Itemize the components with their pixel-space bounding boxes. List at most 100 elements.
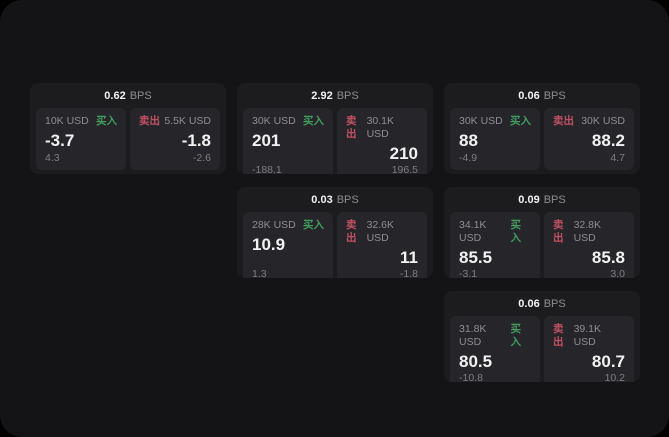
sell-value: -1.8	[181, 131, 211, 150]
buy-panel-top: 31.8K USD 买入	[459, 323, 531, 349]
buy-panel-top: 30K USD 买入	[459, 115, 531, 128]
buy-panel-top: 34.1K USD 买入	[459, 219, 531, 245]
card-body: 10K USD 买入 -3.7 4.3 卖出 5.5K USD -1.8 -2.…	[30, 105, 226, 174]
buy-amount: 30K USD	[459, 115, 503, 127]
buy-panel-top: 10K USD 买入	[45, 115, 117, 128]
sell-sub-value: 4.7	[610, 152, 625, 164]
sell-value: 85.8	[591, 248, 625, 267]
sell-sub-value: -1.8	[399, 268, 418, 278]
buy-amount: 30K USD	[252, 115, 296, 127]
buy-value: -3.7	[45, 131, 75, 150]
bps-suffix-label: BPS	[336, 89, 359, 102]
sell-panel[interactable]: 卖出 32.6K USD 11 -1.8	[337, 212, 427, 278]
card-body: 28K USD 买入 10.9 1.3 卖出 32.6K USD 11 -1.8	[237, 209, 433, 278]
bps-value: 0.03	[311, 193, 333, 206]
card-header: 0.62 BPS	[30, 83, 226, 105]
buy-value: 10.9	[252, 235, 286, 254]
sell-panel-top: 卖出 5.5K USD	[139, 115, 211, 128]
buy-sub-value: 4.3	[45, 152, 60, 164]
buy-panel[interactable]: 30K USD 买入 201 -188.1	[243, 108, 333, 174]
buy-label: 买入	[510, 219, 521, 244]
sell-panel-top: 卖出 39.1K USD	[553, 323, 625, 349]
buy-panel-top: 28K USD 买入	[252, 219, 324, 232]
card-header: 0.06 BPS	[444, 83, 640, 105]
buy-panel[interactable]: 31.8K USD 买入 80.5 -10.8	[450, 316, 540, 382]
buy-amount: 28K USD	[252, 219, 296, 231]
buy-value: 80.5	[459, 352, 493, 371]
sell-value: 11	[400, 248, 418, 267]
bps-value: 0.06	[518, 297, 540, 310]
card-header: 0.09 BPS	[444, 187, 640, 209]
sell-panel-top: 卖出 30.1K USD	[346, 115, 418, 141]
card-body: 30K USD 买入 88 -4.9 卖出 30K USD 88.2 4.7	[444, 105, 640, 174]
buy-label: 买入	[510, 115, 531, 127]
buy-sub-value: -4.9	[459, 152, 478, 164]
buy-sub-value: 1.3	[252, 268, 267, 278]
bps-suffix-label: BPS	[543, 297, 566, 310]
sell-amount: 5.5K USD	[164, 115, 211, 127]
buy-sub-value: -10.8	[459, 372, 483, 382]
quote-card[interactable]: 0.09 BPS 34.1K USD 买入 85.5 -3.1 卖出 32.8K…	[444, 187, 640, 278]
buy-value: 201	[252, 131, 281, 150]
sell-label: 卖出	[553, 323, 564, 348]
buy-panel[interactable]: 30K USD 买入 88 -4.9	[450, 108, 540, 170]
sell-panel[interactable]: 卖出 30.1K USD 210 196.5	[337, 108, 427, 174]
quote-card[interactable]: 0.06 BPS 31.8K USD 买入 80.5 -10.8 卖出 39.1…	[444, 291, 640, 382]
sell-panel[interactable]: 卖出 32.8K USD 85.8 3.0	[544, 212, 634, 278]
bps-value: 0.62	[104, 89, 126, 102]
quote-card[interactable]: 0.62 BPS 10K USD 买入 -3.7 4.3 卖出 5.5K USD…	[30, 83, 226, 174]
card-header: 2.92 BPS	[237, 83, 433, 105]
card-body: 34.1K USD 买入 85.5 -3.1 卖出 32.8K USD 85.8…	[444, 209, 640, 278]
buy-panel[interactable]: 10K USD 买入 -3.7 4.3	[36, 108, 126, 170]
buy-label: 买入	[96, 115, 117, 127]
buy-label: 买入	[303, 219, 324, 231]
sell-value: 88.2	[591, 131, 625, 150]
quote-card[interactable]: 2.92 BPS 30K USD 买入 201 -188.1 卖出 30.1K …	[237, 83, 433, 174]
cards-grid: 0.62 BPS 10K USD 买入 -3.7 4.3 卖出 5.5K USD…	[30, 83, 640, 382]
card-body: 31.8K USD 买入 80.5 -10.8 卖出 39.1K USD 80.…	[444, 313, 640, 382]
quote-card[interactable]: 0.06 BPS 30K USD 买入 88 -4.9 卖出 30K USD 8…	[444, 83, 640, 174]
buy-value: 88	[459, 131, 478, 150]
sell-sub-value: 3.0	[610, 268, 625, 278]
buy-value: 85.5	[459, 248, 493, 267]
bps-suffix-label: BPS	[129, 89, 152, 102]
bps-suffix-label: BPS	[543, 193, 566, 206]
buy-amount: 34.1K USD	[459, 219, 487, 244]
sell-amount: 39.1K USD	[573, 323, 602, 348]
bps-value: 0.09	[518, 193, 540, 206]
quote-card[interactable]: 0.03 BPS 28K USD 买入 10.9 1.3 卖出 32.6K US…	[237, 187, 433, 278]
buy-sub-value: -188.1	[252, 164, 282, 174]
bps-suffix-label: BPS	[336, 193, 359, 206]
sell-sub-value: -2.6	[192, 152, 211, 164]
sell-sub-value: 196.5	[391, 164, 418, 174]
sell-panel-top: 卖出 30K USD	[553, 115, 625, 128]
buy-panel[interactable]: 28K USD 买入 10.9 1.3	[243, 212, 333, 278]
card-body: 30K USD 买入 201 -188.1 卖出 30.1K USD 210 1…	[237, 105, 433, 174]
sell-panel-top: 卖出 32.6K USD	[346, 219, 418, 245]
card-header: 0.06 BPS	[444, 291, 640, 313]
sell-value: 80.7	[591, 352, 625, 371]
sell-panel[interactable]: 卖出 30K USD 88.2 4.7	[544, 108, 634, 170]
sell-panel[interactable]: 卖出 39.1K USD 80.7 10.2	[544, 316, 634, 382]
sell-label: 卖出	[346, 219, 357, 244]
sell-amount: 30.1K USD	[366, 115, 395, 140]
sell-value: 210	[389, 144, 418, 163]
sell-sub-value: 10.2	[604, 372, 625, 382]
buy-label: 买入	[303, 115, 324, 127]
buy-label: 买入	[510, 323, 521, 348]
card-header: 0.03 BPS	[237, 187, 433, 209]
sell-label: 卖出	[553, 219, 564, 244]
bps-suffix-label: BPS	[543, 89, 566, 102]
sell-panel-top: 卖出 32.8K USD	[553, 219, 625, 245]
bps-value: 2.92	[311, 89, 333, 102]
buy-panel[interactable]: 34.1K USD 买入 85.5 -3.1	[450, 212, 540, 278]
sell-label: 卖出	[553, 115, 574, 127]
sell-label: 卖出	[346, 115, 357, 140]
sell-amount: 32.6K USD	[366, 219, 395, 244]
buy-panel-top: 30K USD 买入	[252, 115, 324, 128]
sell-amount: 32.8K USD	[573, 219, 602, 244]
sell-panel[interactable]: 卖出 5.5K USD -1.8 -2.6	[130, 108, 220, 170]
bps-value: 0.06	[518, 89, 540, 102]
buy-amount: 31.8K USD	[459, 323, 487, 348]
